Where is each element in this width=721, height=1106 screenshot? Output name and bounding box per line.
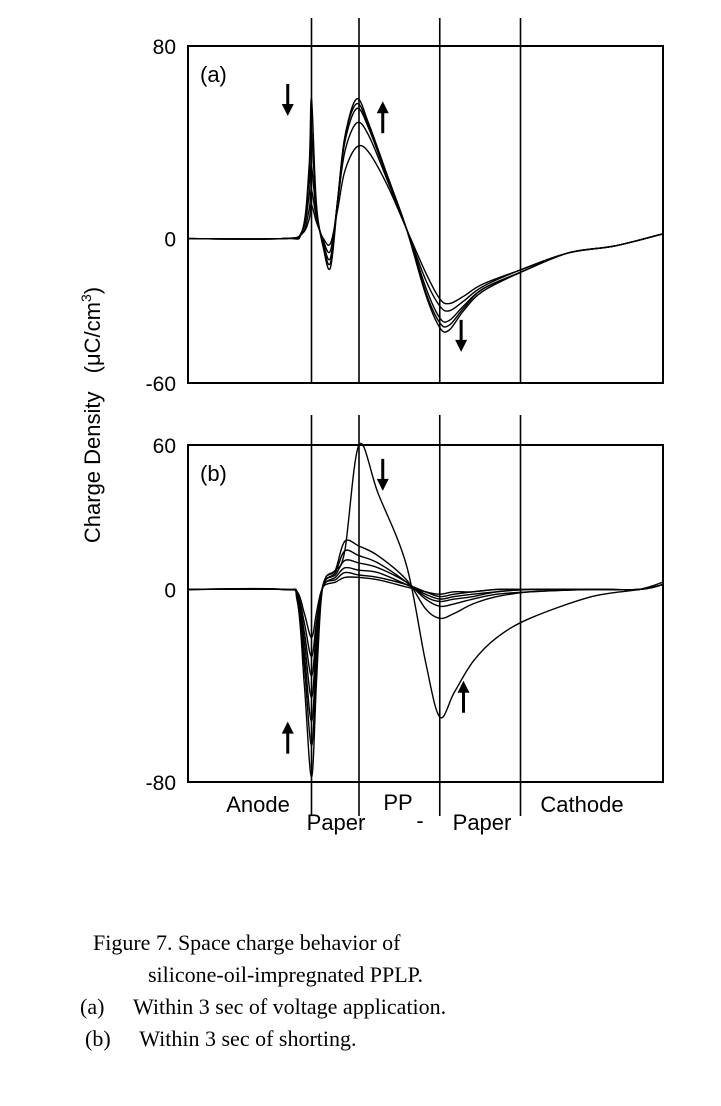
arrow-head (457, 680, 470, 693)
plot-frame (187, 45, 664, 384)
arrow-head (281, 721, 294, 734)
y-axis-unit-exponent: 3 (78, 294, 94, 302)
series-line (187, 559, 664, 699)
series-line (187, 98, 664, 333)
series-line (187, 107, 664, 323)
series-line (187, 144, 664, 305)
arrow-marker (281, 83, 294, 116)
arrow-marker (455, 319, 468, 352)
caption-item-a-tag: (a) (80, 994, 105, 1019)
series-line (187, 566, 664, 677)
region-label-dash: - (416, 808, 423, 833)
y-tick-label: 0 (164, 229, 176, 252)
arrow-head (376, 101, 389, 114)
series-line (187, 442, 664, 778)
y-axis-label-name: Charge Density (80, 391, 105, 543)
y-axis-unit-suffix: ) (80, 287, 105, 294)
y-axis-unit-prefix: (μC/cm (80, 302, 105, 373)
arrow-marker (457, 680, 470, 713)
arrow-marker (281, 721, 294, 754)
region-label-anode: Anode (226, 792, 290, 817)
caption-item-b-text: Within 3 sec of shorting. (139, 1026, 357, 1051)
series-line (187, 549, 664, 723)
y-tick-label: 0 (164, 579, 176, 602)
panel-label: (a) (200, 62, 227, 87)
series-line (187, 576, 664, 639)
caption-item-b: (b) Within 3 sec of shorting. (85, 1026, 357, 1052)
y-tick-label: -60 (146, 373, 176, 396)
panel-label: (b) (200, 461, 227, 486)
region-label-pp: PP (383, 790, 412, 815)
region-label-paper-1: Paper (307, 810, 366, 835)
arrow-head (376, 478, 389, 491)
plot-frame (187, 444, 664, 783)
series-line (187, 571, 664, 658)
series-line (187, 121, 664, 312)
series-line (187, 102, 664, 328)
panel-a: 80 0 -60 (a) (146, 18, 664, 396)
y-axis-label: Charge Density (μC/cm3) (78, 287, 105, 543)
arrow-head (455, 339, 468, 352)
arrow-head (281, 103, 294, 116)
caption-title-line: Figure 7. Space charge behavior of (93, 930, 401, 955)
caption-item-b-tag: (b) (85, 1026, 111, 1051)
y-tick-label: 80 (153, 36, 176, 59)
arrow-marker (376, 101, 389, 134)
caption-item-a-text: Within 3 sec of voltage application. (133, 994, 447, 1019)
caption-item-a: (a) Within 3 sec of voltage application. (80, 994, 446, 1020)
region-label-cathode: Cathode (540, 792, 623, 817)
region-label-paper-2: Paper (453, 810, 512, 835)
arrow-marker (376, 458, 389, 491)
y-tick-label: 60 (153, 435, 176, 458)
y-tick-label: -80 (146, 772, 176, 795)
series-line (187, 539, 664, 747)
panel-b: 60 0 -80 (b) (146, 415, 664, 816)
caption-subtitle-line: silicone-oil-impregnated PPLP. (148, 962, 423, 987)
